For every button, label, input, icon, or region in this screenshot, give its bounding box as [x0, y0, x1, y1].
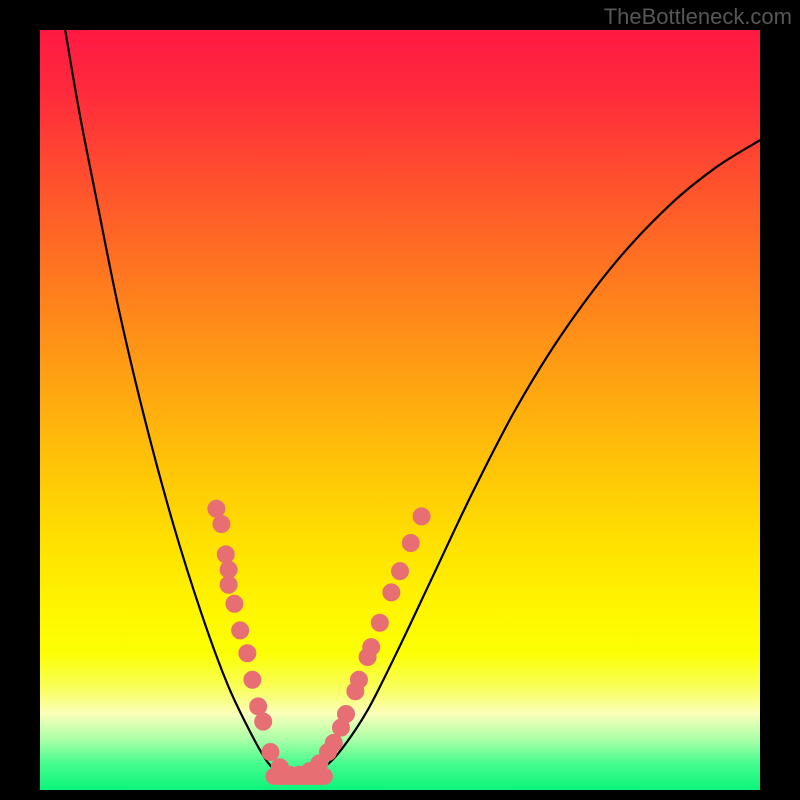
data-marker	[232, 622, 249, 639]
data-marker	[338, 706, 355, 723]
data-marker	[220, 576, 237, 593]
data-marker	[220, 561, 237, 578]
data-marker	[383, 584, 400, 601]
plot-background	[40, 30, 760, 790]
data-marker	[244, 671, 261, 688]
data-marker	[402, 535, 419, 552]
data-marker	[239, 645, 256, 662]
data-marker	[363, 639, 380, 656]
chart-container: TheBottleneck.com	[0, 0, 800, 800]
data-marker	[371, 614, 388, 631]
data-marker	[350, 671, 367, 688]
data-marker	[250, 698, 267, 715]
data-marker	[208, 500, 225, 517]
data-marker	[255, 713, 272, 730]
data-marker	[217, 546, 234, 563]
data-marker	[262, 744, 279, 761]
watermark-text: TheBottleneck.com	[604, 4, 792, 30]
data-marker	[226, 595, 243, 612]
data-marker	[213, 516, 230, 533]
bottleneck-chart-svg	[0, 0, 800, 800]
data-marker	[325, 734, 342, 751]
data-marker	[413, 508, 430, 525]
data-marker	[392, 563, 409, 580]
